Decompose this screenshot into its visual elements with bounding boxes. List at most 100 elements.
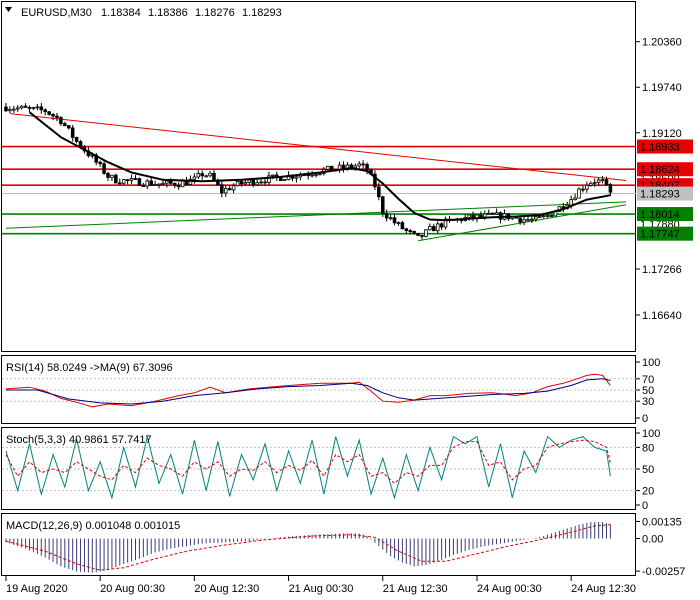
rsi-y-tick-label-4: 0 bbox=[642, 413, 648, 425]
stoch-header: Stoch(5,3,3) 40.9861 57.7417 bbox=[6, 434, 152, 446]
candle-body-6 bbox=[27, 106, 32, 109]
ohlc-close: 1.18293 bbox=[242, 7, 282, 19]
candle-body-30 bbox=[121, 179, 126, 184]
candle-body-13 bbox=[55, 115, 59, 118]
candle-body-40 bbox=[161, 182, 165, 185]
candle-body-37 bbox=[149, 180, 153, 186]
candle-body-1 bbox=[8, 109, 12, 112]
candle-body-106 bbox=[420, 235, 424, 237]
candle-body-12 bbox=[51, 113, 55, 117]
stoch-signal-line bbox=[5, 439, 611, 485]
candle-body-41 bbox=[165, 180, 169, 184]
stoch-y-tick-label-3: 20 bbox=[642, 486, 654, 498]
rsi-series-line-0 bbox=[5, 373, 611, 408]
candle-body-148 bbox=[585, 184, 589, 190]
candle-body-123 bbox=[486, 212, 491, 215]
level-tag-4-bg bbox=[637, 226, 693, 241]
candle-body-42 bbox=[169, 180, 173, 184]
candle-body-136 bbox=[537, 216, 542, 218]
current-price-tag-bg bbox=[637, 186, 693, 201]
candle-body-105 bbox=[416, 232, 420, 236]
candle-body-147 bbox=[581, 188, 585, 191]
candle-body-67 bbox=[267, 175, 271, 183]
stoch-y-tick-label-1: 80 bbox=[642, 442, 654, 454]
candle-body-43 bbox=[172, 182, 177, 187]
ohlc-high: 1.18386 bbox=[148, 7, 188, 19]
candle-body-39 bbox=[157, 183, 161, 186]
time-axis-label-0: 19 Aug 2020 bbox=[6, 583, 68, 595]
candle-body-0 bbox=[4, 106, 8, 112]
candle-body-60 bbox=[239, 180, 244, 185]
candle-body-99 bbox=[392, 217, 397, 224]
candle-body-33 bbox=[133, 178, 138, 180]
candle-body-92 bbox=[365, 164, 369, 171]
candle-body-50 bbox=[200, 173, 204, 177]
candle-body-57 bbox=[227, 188, 232, 191]
candle-body-149 bbox=[589, 182, 593, 186]
candle-body-118 bbox=[467, 214, 471, 218]
candle-body-48 bbox=[192, 176, 197, 180]
ohlc-low: 1.18276 bbox=[195, 7, 235, 19]
candle-body-25 bbox=[102, 163, 106, 174]
candle-body-17 bbox=[70, 127, 75, 138]
candle-body-27 bbox=[110, 174, 114, 178]
price-pane[interactable]: 1.203601.197401.191201.166401.172661.178… bbox=[2, 37, 693, 322]
candle-body-107 bbox=[424, 229, 428, 237]
candle-body-139 bbox=[549, 215, 554, 217]
time-axis-label-6: 24 Aug 12:30 bbox=[571, 583, 636, 595]
candle-body-45 bbox=[180, 180, 185, 188]
level-tag-0: 1.18933 bbox=[640, 142, 680, 154]
candle-body-98 bbox=[388, 217, 393, 220]
macd-y-tick-label-2: -0.00257 bbox=[642, 566, 685, 578]
level-tag-0-bg bbox=[637, 139, 693, 154]
candle-body-2 bbox=[12, 108, 16, 111]
candle-body-138 bbox=[545, 215, 550, 217]
candle-body-65 bbox=[259, 181, 263, 184]
candle-body-97 bbox=[384, 213, 389, 219]
candle-body-103 bbox=[408, 230, 413, 232]
time-axis-label-3: 21 Aug 00:30 bbox=[289, 583, 354, 595]
candle-body-137 bbox=[541, 215, 546, 218]
candle-body-154 bbox=[608, 184, 613, 193]
level-tag-3-bg bbox=[637, 207, 693, 222]
candle-body-144 bbox=[569, 199, 573, 206]
trendline-0 bbox=[9, 113, 627, 182]
candle-body-24 bbox=[98, 161, 102, 165]
price-y-tick-label-2: 1.19120 bbox=[642, 128, 682, 140]
candle-body-100 bbox=[396, 222, 401, 225]
candle-body-64 bbox=[255, 182, 259, 186]
candle-body-153 bbox=[604, 179, 609, 185]
candle-body-125 bbox=[494, 212, 499, 215]
price-y-tick-label-0: 1.20360 bbox=[642, 37, 682, 49]
candle-body-71 bbox=[282, 179, 287, 182]
candle-body-49 bbox=[196, 173, 201, 178]
candle-body-26 bbox=[106, 172, 110, 178]
candle-body-29 bbox=[118, 182, 122, 185]
candle-body-63 bbox=[251, 179, 256, 186]
macd-pane[interactable]: 0.00135 0.00 -0.00257 bbox=[5, 516, 685, 578]
candle-body-124 bbox=[490, 212, 495, 215]
candle-body-145 bbox=[573, 197, 577, 201]
stoch-pane[interactable]: 100 80 50 20 0 bbox=[2, 428, 660, 512]
time-axis-label-1: 20 Aug 00:30 bbox=[100, 583, 165, 595]
candle-body-134 bbox=[530, 218, 534, 221]
candle-body-109 bbox=[432, 226, 436, 232]
candle-body-8 bbox=[35, 106, 40, 109]
candle-body-15 bbox=[63, 123, 67, 126]
candle-body-146 bbox=[577, 188, 581, 199]
candle-body-132 bbox=[522, 219, 526, 223]
candle-body-126 bbox=[498, 212, 503, 220]
candle-body-131 bbox=[518, 217, 522, 223]
candle-body-122 bbox=[483, 213, 487, 218]
symbol-dropdown-triangle-icon[interactable] bbox=[5, 7, 12, 12]
candle-body-150 bbox=[592, 181, 597, 184]
candle-body-108 bbox=[428, 226, 432, 231]
candle-body-9 bbox=[39, 106, 44, 111]
candle-body-91 bbox=[361, 163, 365, 166]
time-axis-label-2: 20 Aug 12:30 bbox=[194, 583, 259, 595]
candle-body-74 bbox=[294, 176, 299, 179]
candle-body-66 bbox=[263, 181, 267, 184]
